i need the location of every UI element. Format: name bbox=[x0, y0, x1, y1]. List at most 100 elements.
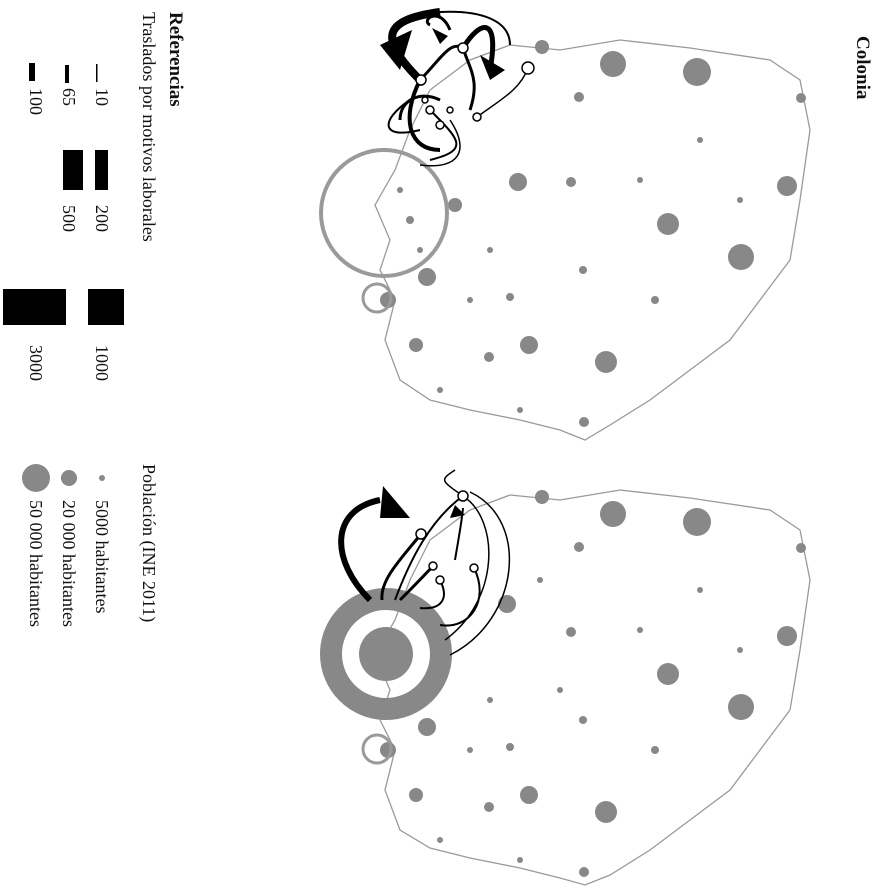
town-circle bbox=[777, 176, 797, 196]
legend-pop-5000 bbox=[99, 475, 105, 481]
colonia-small-outline-circle bbox=[361, 282, 393, 314]
flow-line bbox=[444, 495, 490, 641]
town-circle bbox=[657, 213, 679, 235]
legend-flow-label-1000: 1000 bbox=[92, 345, 112, 381]
legend-flow-500 bbox=[63, 150, 83, 190]
town-circle bbox=[557, 687, 563, 693]
legend-flow-label-65: 65 bbox=[59, 88, 79, 106]
legend-pop-label-50000: 50 000 habitantes bbox=[26, 500, 46, 627]
legend-population-title: Población (INE 2011) bbox=[139, 464, 159, 623]
flow-arrowhead bbox=[480, 55, 505, 80]
town-circle bbox=[579, 266, 587, 274]
legend-flow-symbols bbox=[3, 63, 124, 325]
flow-line bbox=[461, 47, 476, 111]
flow-line bbox=[426, 14, 452, 31]
town-circle bbox=[566, 177, 576, 187]
legend-flow-label-200: 200 bbox=[92, 205, 112, 232]
flow-line bbox=[460, 25, 496, 71]
town-circle bbox=[506, 293, 514, 301]
town-circle bbox=[651, 746, 659, 754]
flow-line bbox=[419, 579, 445, 610]
flow-line bbox=[419, 119, 461, 167]
town-circle bbox=[579, 417, 589, 427]
town-circle bbox=[506, 743, 514, 751]
town-circle bbox=[600, 501, 626, 527]
town-circle bbox=[697, 137, 703, 143]
colonia-population-circle bbox=[359, 627, 413, 681]
top-population-circles bbox=[380, 40, 806, 427]
town-circle bbox=[418, 268, 436, 286]
town-circle bbox=[683, 508, 711, 536]
flow-arrowhead bbox=[432, 28, 448, 44]
town-circle bbox=[406, 216, 414, 224]
town-circle bbox=[520, 786, 538, 804]
town-circle bbox=[537, 577, 543, 583]
top-map bbox=[319, 8, 811, 441]
flow-line bbox=[380, 533, 423, 601]
flow-line bbox=[439, 567, 481, 627]
town-circle bbox=[566, 627, 576, 637]
flow-line bbox=[398, 564, 435, 602]
town-circle bbox=[437, 837, 443, 843]
town-circle bbox=[448, 198, 462, 212]
flow-line bbox=[398, 94, 441, 121]
legend-pop-label-20000: 20 000 habitantes bbox=[59, 500, 79, 627]
town-circle bbox=[535, 40, 549, 54]
town-circle bbox=[637, 177, 643, 183]
flow-line bbox=[338, 497, 381, 603]
town-circle bbox=[437, 387, 443, 393]
town-circle bbox=[579, 716, 587, 724]
town-circle bbox=[517, 857, 523, 863]
colonia-outline-circle bbox=[319, 148, 449, 278]
town-circle bbox=[579, 867, 589, 877]
town-circle bbox=[796, 93, 806, 103]
top-flows bbox=[387, 8, 529, 167]
town-circle bbox=[517, 407, 523, 413]
town-circle bbox=[796, 543, 806, 553]
flow-line bbox=[394, 495, 464, 601]
town-circle bbox=[574, 92, 584, 102]
town-circle bbox=[409, 788, 423, 802]
flow-arrowhead bbox=[450, 505, 465, 518]
town-circle bbox=[637, 627, 643, 633]
town-circle bbox=[467, 747, 473, 753]
town-circle bbox=[595, 351, 617, 373]
legend-pop-50000 bbox=[22, 464, 50, 492]
town-circle bbox=[683, 58, 711, 86]
town-circle bbox=[535, 490, 549, 504]
legend-pop-20000 bbox=[61, 470, 77, 486]
flow-line bbox=[418, 44, 464, 82]
legend-flow-200 bbox=[95, 150, 108, 190]
flow-line bbox=[407, 79, 441, 152]
legend-flow-label-500: 500 bbox=[59, 205, 79, 232]
town-circle bbox=[600, 51, 626, 77]
town-circle bbox=[697, 587, 703, 593]
flow-line bbox=[449, 491, 511, 656]
town-circle bbox=[484, 802, 494, 812]
bottom-flows bbox=[338, 469, 511, 656]
town-circle bbox=[595, 801, 617, 823]
bottom-population-circles bbox=[380, 490, 806, 877]
town-circle bbox=[657, 663, 679, 685]
flow-line bbox=[429, 109, 458, 161]
flow-line bbox=[439, 10, 511, 46]
legend-flow-label-10: 10 bbox=[92, 88, 112, 106]
town-circle bbox=[728, 694, 754, 720]
town-circle bbox=[574, 542, 584, 552]
town-circle bbox=[651, 296, 659, 304]
town-circle bbox=[498, 595, 516, 613]
town-circle bbox=[484, 352, 494, 362]
town-circle bbox=[737, 197, 743, 203]
legend-pop-label-5000: 5000 habitantes bbox=[92, 500, 112, 614]
legend-flow-65 bbox=[65, 65, 69, 83]
town-circle bbox=[728, 244, 754, 270]
legend-flow-1000 bbox=[88, 289, 124, 325]
flow-line bbox=[454, 507, 464, 561]
town-circle bbox=[417, 247, 423, 253]
flow-line bbox=[388, 8, 441, 83]
legend-title: Referencias bbox=[165, 12, 186, 107]
top-map-outline bbox=[374, 39, 811, 441]
legend-flow-3000 bbox=[3, 289, 66, 325]
top-flow-nodes bbox=[415, 42, 535, 130]
